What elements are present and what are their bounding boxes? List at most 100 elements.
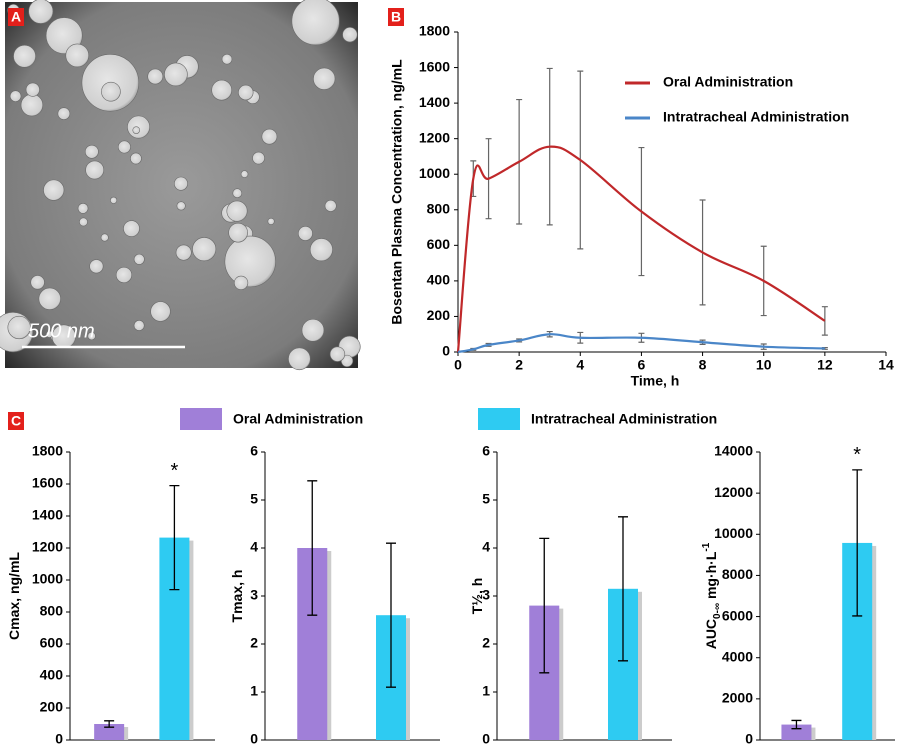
bar <box>94 724 125 740</box>
y-axis-label: Tmax, h <box>229 570 245 623</box>
particle <box>313 67 336 90</box>
y-tick-label: 3 <box>250 587 258 603</box>
y-tick-label: 800 <box>427 200 451 216</box>
particle <box>87 331 96 341</box>
particle <box>85 160 105 180</box>
micrograph: 500 nm <box>0 0 361 371</box>
particle <box>84 144 99 159</box>
particle <box>150 301 171 322</box>
panel-label: C <box>11 413 21 429</box>
y-tick-label: 400 <box>427 272 451 288</box>
particle <box>77 203 89 214</box>
particle <box>192 237 217 262</box>
error-bar <box>307 480 318 616</box>
y-axis-label-part: AUC <box>703 619 719 649</box>
y-tick-label: 1000 <box>419 165 450 181</box>
particle <box>309 238 333 262</box>
y-tick-label: 1400 <box>32 507 63 523</box>
particle <box>51 324 76 349</box>
y-tick-label: 5 <box>250 491 258 507</box>
particle <box>324 199 337 212</box>
particle <box>340 354 354 368</box>
y-tick-label: 1 <box>250 683 258 699</box>
particle <box>89 259 104 274</box>
particle <box>329 346 346 362</box>
particle <box>288 347 311 371</box>
x-tick-label: 14 <box>878 357 894 373</box>
y-tick-label: 1800 <box>32 443 63 459</box>
particle <box>175 244 192 261</box>
particle <box>65 43 90 68</box>
y-tick-label: 600 <box>40 635 64 651</box>
error-bar <box>852 469 863 617</box>
y-axis-label-part: mg·h·L <box>703 551 719 603</box>
particle <box>115 266 133 284</box>
legend-label: Oral Administration <box>663 74 793 90</box>
particle <box>101 81 121 102</box>
particle <box>7 315 31 340</box>
error-bar <box>539 537 550 674</box>
y-axis-label-part: 0-∞ <box>712 603 723 619</box>
y-axis-label: Cmax, ng/mL <box>6 552 22 640</box>
y-tick-label: 2000 <box>722 690 753 706</box>
y-tick-label: 6000 <box>722 607 753 623</box>
y-tick-label: 1600 <box>32 475 63 491</box>
particle <box>221 53 233 65</box>
particle <box>238 84 254 101</box>
panel-label: B <box>391 9 401 25</box>
y-tick-label: 10000 <box>714 525 753 541</box>
legend-label: Intratracheal Administration <box>663 109 849 125</box>
legend-label: Intratracheal Administration <box>531 411 717 427</box>
y-tick-label: 6 <box>482 443 490 459</box>
x-axis-label: Time, h <box>631 373 680 389</box>
line-series <box>456 145 826 353</box>
particle <box>127 115 151 139</box>
y-tick-label: 200 <box>40 699 64 715</box>
x-tick-label: 2 <box>515 357 523 373</box>
particle <box>301 318 325 342</box>
particle <box>28 0 54 24</box>
particle <box>123 220 140 237</box>
y-tick-label: 8000 <box>722 566 753 582</box>
particle <box>133 320 145 331</box>
particle <box>9 90 22 102</box>
particle <box>30 275 45 290</box>
particle <box>174 176 188 191</box>
particle <box>232 188 243 199</box>
y-tick-label: 1400 <box>419 94 450 110</box>
particle <box>110 196 118 204</box>
y-tick-label: 12000 <box>714 484 753 500</box>
particle <box>267 217 275 225</box>
error-bar <box>618 516 628 662</box>
error-bar <box>791 719 802 730</box>
panel-label-box <box>8 8 24 26</box>
significance-mark: * <box>853 444 861 466</box>
particle <box>147 68 164 85</box>
particle <box>261 128 278 145</box>
particle <box>176 201 186 211</box>
legend-swatch <box>180 408 222 430</box>
line-series <box>457 333 825 354</box>
legend-swatch <box>478 408 520 430</box>
significance-mark: * <box>171 460 179 482</box>
y-tick-label: 0 <box>482 731 490 747</box>
y-tick-label: 2 <box>482 635 490 651</box>
y-tick-label: 4000 <box>722 648 753 664</box>
y-tick-label: 0 <box>442 343 450 359</box>
y-tick-label: 0 <box>55 731 63 747</box>
y-tick-label: 5 <box>482 491 490 507</box>
y-axis-label-part: T½, h <box>469 578 485 615</box>
x-tick-label: 0 <box>454 357 462 373</box>
y-axis-label: T½, h <box>469 578 485 615</box>
y-axis-label: Bosentan Plasma Concentration, ng/mL <box>389 59 405 325</box>
x-tick-label: 10 <box>756 357 772 373</box>
panel-label: A <box>11 9 21 25</box>
y-tick-label: 2 <box>250 635 258 651</box>
particle <box>342 27 358 43</box>
particle <box>252 151 265 165</box>
y-tick-label: 800 <box>40 603 64 619</box>
x-tick-label: 4 <box>576 357 584 373</box>
particle <box>240 170 249 178</box>
y-tick-label: 200 <box>427 307 451 323</box>
y-tick-label: 3 <box>482 587 490 603</box>
